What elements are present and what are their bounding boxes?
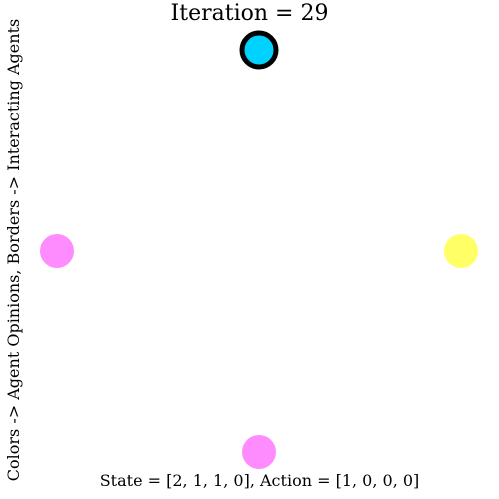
y-axis-label: Colors -> Agent Opinions, Borders -> Int… <box>4 18 23 482</box>
x-axis-label: State = [2, 1, 1, 0], Action = [1, 0, 0,… <box>99 471 420 490</box>
agent-point-2 <box>242 435 276 469</box>
agent-point-0 <box>239 30 279 70</box>
chart-title: Iteration = 29 <box>170 1 329 26</box>
agent-point-1 <box>40 234 74 268</box>
agent-point-3 <box>444 234 478 268</box>
agent-points <box>40 30 478 469</box>
